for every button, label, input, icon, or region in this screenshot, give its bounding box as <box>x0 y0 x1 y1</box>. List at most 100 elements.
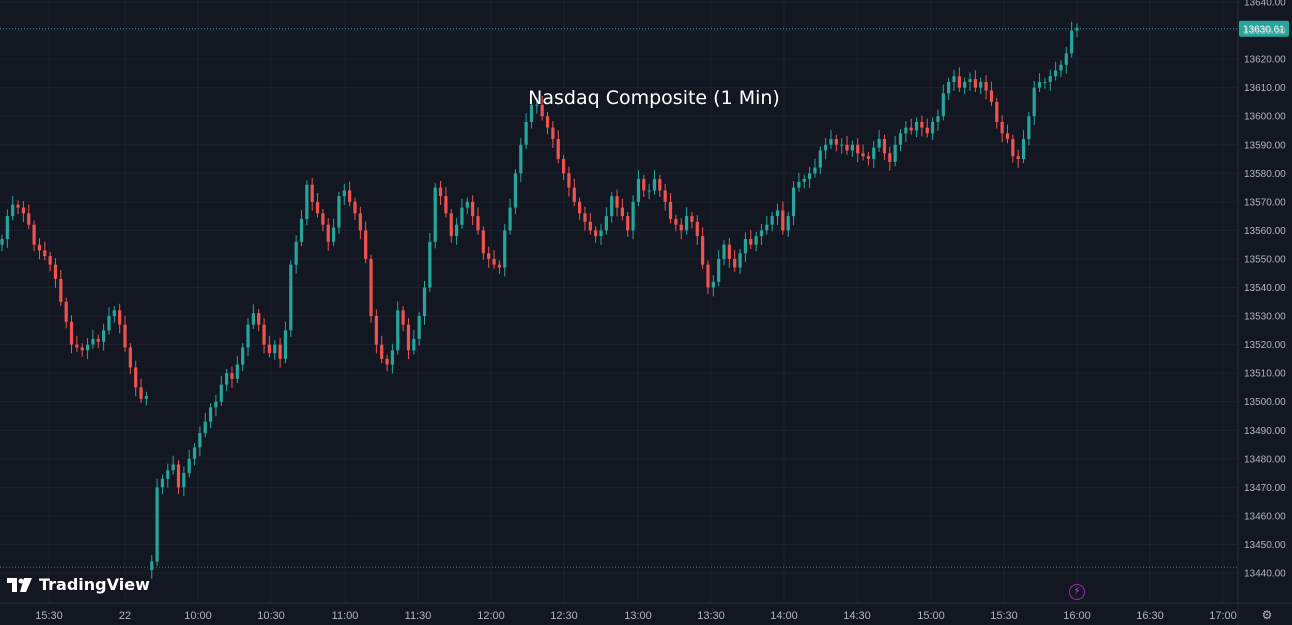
candle-body <box>283 330 288 359</box>
candle-body <box>556 139 560 160</box>
candle-body <box>631 201 635 231</box>
candle-body <box>738 253 742 268</box>
candle-body <box>1043 81 1047 83</box>
time-axis[interactable]: 15:30 22 10:00 10:30 11:00 11:30 12:00 12:30 13:… <box>0 602 1292 622</box>
candle-body <box>257 313 261 325</box>
candle-body <box>1059 64 1063 71</box>
candle-body <box>973 79 977 88</box>
candle-body <box>91 338 95 345</box>
candle-body <box>620 207 624 217</box>
candle-body <box>187 458 191 474</box>
candle-body <box>904 127 908 134</box>
candle-body <box>455 224 459 237</box>
candle-body <box>11 204 15 217</box>
candle-body <box>925 127 929 134</box>
candle-body <box>781 210 785 231</box>
candle-body <box>353 201 357 214</box>
candle-body <box>1070 30 1074 54</box>
candle-body <box>529 104 534 122</box>
candle-body <box>850 144 854 151</box>
candle-body <box>599 230 603 237</box>
candle-body <box>786 216 790 231</box>
candle-body <box>364 230 368 259</box>
price-tick-label: 13470.00 <box>1244 483 1286 494</box>
candle-body <box>481 230 485 254</box>
candle-body <box>85 344 90 351</box>
candle-body <box>59 278 63 302</box>
candle-body <box>331 227 336 242</box>
candle-body <box>48 256 52 265</box>
candle-body <box>770 216 774 225</box>
candle-body <box>914 121 919 131</box>
price-tick-label: 13460.00 <box>1244 511 1286 522</box>
candle-body <box>866 156 871 160</box>
price-tick-label: 13530.00 <box>1244 312 1286 323</box>
candle-body <box>802 179 806 182</box>
candle-body <box>497 264 501 268</box>
candle-body <box>192 447 197 459</box>
time-tick-label: 15:30 <box>990 610 1018 622</box>
candle-body <box>1011 139 1015 157</box>
candle-body <box>813 167 817 174</box>
candle-body <box>385 358 389 365</box>
candle-body <box>759 230 764 237</box>
candle-body <box>16 204 20 208</box>
candle-body <box>53 264 58 279</box>
candle-body <box>824 144 828 151</box>
candle-body <box>422 287 427 317</box>
candle-body <box>1016 156 1020 160</box>
candle-body <box>701 236 705 265</box>
candle-body <box>273 344 277 354</box>
gear-icon[interactable]: ⚙ <box>1261 608 1273 622</box>
candle-body <box>995 101 999 122</box>
candle-body <box>144 395 149 399</box>
candle-body <box>604 216 608 231</box>
tradingview-logo-icon <box>7 577 32 592</box>
candle-body <box>1054 70 1058 77</box>
grid-lines <box>0 0 1238 603</box>
price-tick-label: 13600.00 <box>1244 112 1286 123</box>
candle-body <box>893 144 897 162</box>
candle-body <box>112 310 116 317</box>
candle-body <box>80 347 84 351</box>
candle-body <box>754 236 758 245</box>
candle-body <box>706 264 710 288</box>
candle-body <box>642 179 646 191</box>
price-tick-label: 13500.00 <box>1244 397 1286 408</box>
candle-body <box>861 153 865 157</box>
price-axis[interactable]: 13440.00 13450.00 13460.00 13470.00 13480.00… <box>1237 0 1286 625</box>
time-tick-label: 13:30 <box>697 610 725 622</box>
candle-body <box>936 116 940 122</box>
candle-body <box>428 241 432 288</box>
candle-body <box>289 264 293 331</box>
candle-body <box>230 373 234 379</box>
candle-body <box>21 207 25 214</box>
candle-body <box>898 133 903 145</box>
tradingview-logo[interactable]: TradingView <box>7 575 150 594</box>
brand-name: TradingView <box>39 575 150 594</box>
candle-body <box>920 121 924 128</box>
candle-body <box>348 190 352 202</box>
candle-body <box>668 201 673 219</box>
time-tick-label: 10:00 <box>184 610 212 622</box>
candle-body <box>535 104 539 106</box>
time-tick-label: 13:00 <box>624 610 652 622</box>
price-tick-label: 13570.00 <box>1244 197 1286 208</box>
candle-body <box>449 213 453 237</box>
candle-body <box>684 216 689 231</box>
price-tick-label: 13510.00 <box>1244 369 1286 380</box>
price-tick-label: 13450.00 <box>1244 540 1286 551</box>
candle-body <box>150 561 154 571</box>
candle-body <box>636 179 641 202</box>
candle-body <box>1064 53 1068 65</box>
candle-body <box>32 224 36 245</box>
candle-body <box>37 244 42 251</box>
candle-body <box>396 310 400 351</box>
time-tick-label: 22 <box>119 610 131 622</box>
candle-body <box>460 207 464 225</box>
candle-body <box>695 221 699 237</box>
lightning-icon[interactable]: ⚡ <box>1069 584 1085 600</box>
candle-body <box>508 207 512 231</box>
price-tick-label: 13640.00 <box>1244 0 1286 9</box>
